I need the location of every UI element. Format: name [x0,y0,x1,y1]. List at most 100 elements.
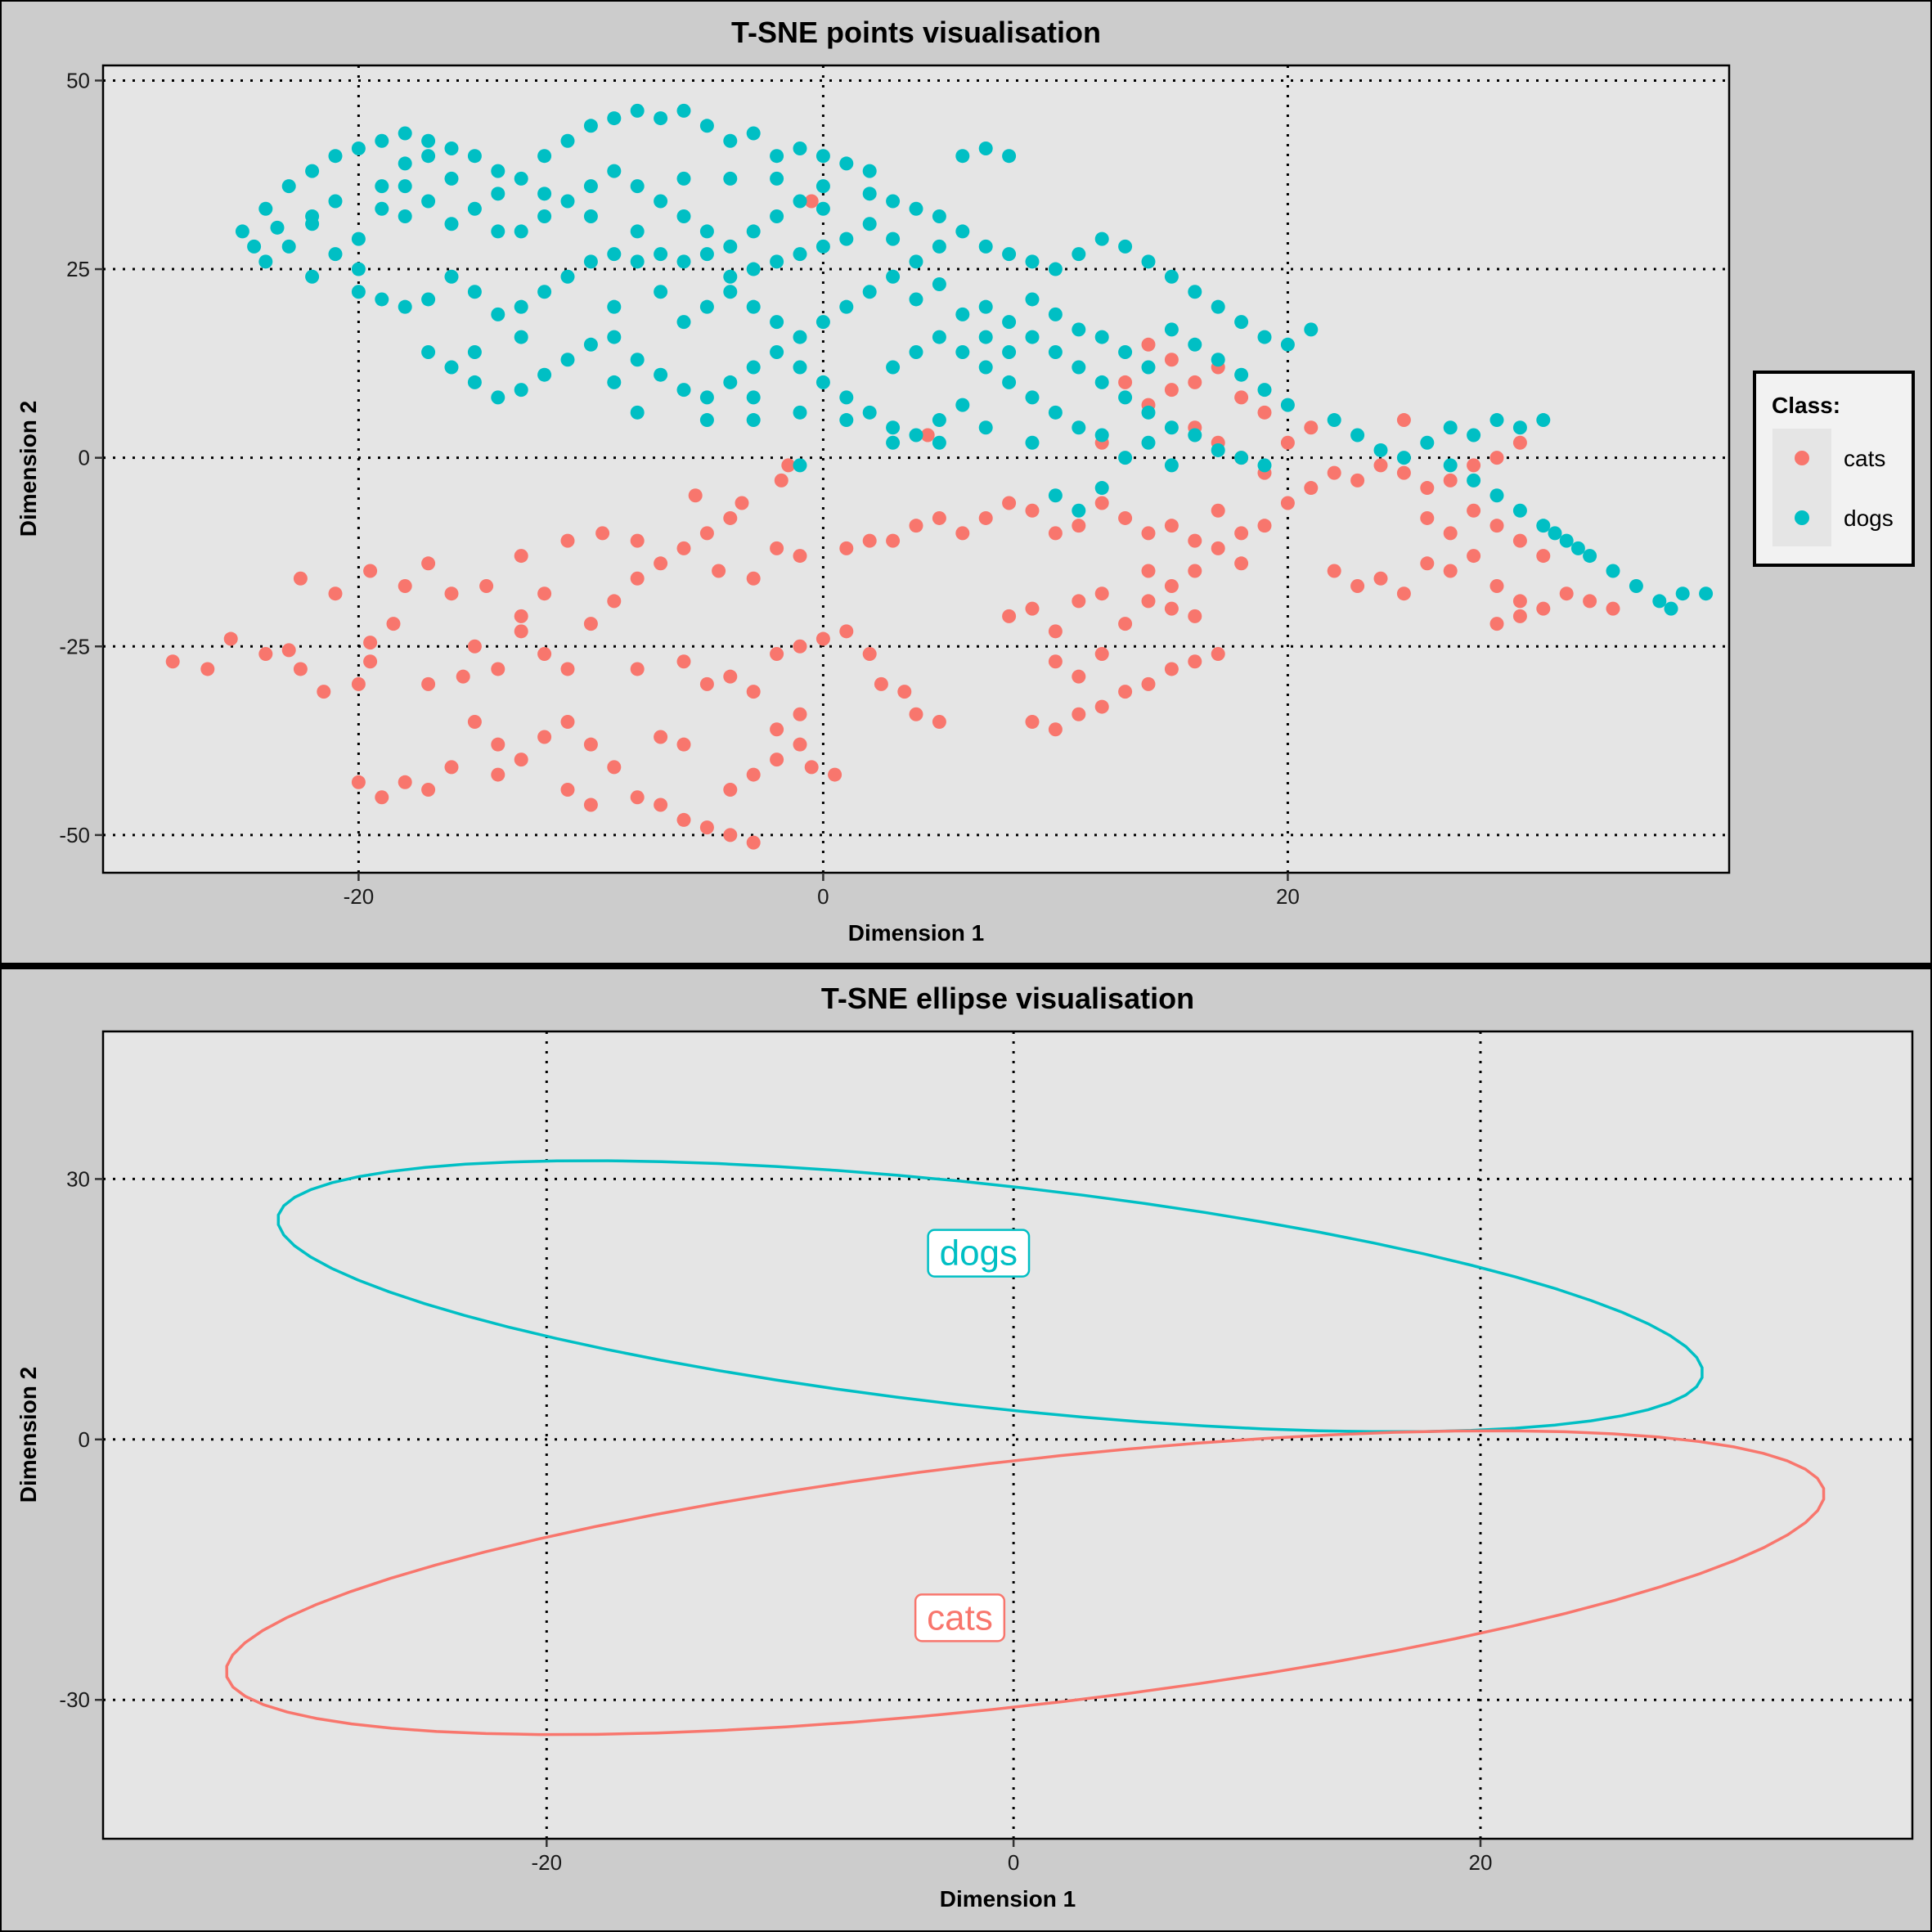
cats-point [375,790,389,805]
dogs-point [305,269,320,284]
cats-point [688,488,703,503]
dogs-point [467,375,482,389]
cats-point [886,533,901,548]
cats-point [712,564,726,578]
legend: Class: cats dogs [1753,371,1915,567]
dogs-point [444,360,459,375]
dogs-point [654,247,668,262]
dogs-point [1257,383,1272,398]
dogs-point [654,111,668,126]
cats-point [1304,420,1319,435]
dogs-point [351,231,366,246]
dogs-point [398,156,412,171]
cats-point [839,624,854,639]
dogs-point [978,239,993,254]
dogs-point [1350,428,1365,443]
dogs-point [978,360,993,375]
axis-ticks: -20 0 20 -50 -25 0 25 50 [59,68,1299,909]
dogs-point [1211,353,1225,367]
dogs-point [444,217,459,231]
dogs-point [375,201,389,216]
scatter-points [165,103,1714,850]
legend-key-background [1772,429,1831,546]
tsne-points-chart: -20 0 20 -50 -25 0 25 50 T-SNE points visualisa… [2,2,1930,963]
cats-point [1512,594,1527,609]
dogs-point [886,420,901,435]
y-tick-label: 50 [66,68,90,92]
cats-point [537,730,552,744]
y-tick-label: -50 [59,823,90,847]
cats-point [1327,564,1341,578]
cats-point [723,510,738,525]
cats-point [828,767,842,782]
cats-point [491,767,505,782]
cats-point [1583,594,1597,609]
cats-point [909,519,923,533]
cats-point [1512,609,1527,623]
cats-point [1141,564,1156,578]
dogs-point [1072,360,1086,375]
dogs-point [1304,322,1319,337]
dogs-point [932,239,946,254]
dogs-point [351,262,366,276]
dogs-point [862,186,877,201]
cats-point [676,812,691,827]
cats-point [1257,519,1272,533]
dogs-point [1048,405,1063,420]
dogs-point [1002,345,1017,360]
dogs-point [1094,231,1109,246]
dogs-point [1280,398,1295,412]
y-tick-label: 25 [66,257,90,281]
dogs-point [793,141,807,155]
cats-point [815,631,830,646]
dogs-point [1536,413,1551,428]
cats-point [223,631,238,646]
cats-point [1094,699,1109,714]
cats-point [1606,601,1620,616]
cats-point [398,578,412,593]
dogs-point [815,179,830,194]
cats-point [421,556,436,571]
dogs-point [1141,435,1156,450]
cats-point [676,541,691,555]
dogs-point [1280,337,1295,352]
cats-point [444,586,459,601]
dogs-point [421,194,436,209]
dogs-point [1396,451,1411,465]
y-tick-label: -30 [59,1687,90,1712]
dogs-point [1048,307,1063,321]
dogs-point [1373,443,1388,457]
cats-point [1094,496,1109,510]
cats-point [583,617,598,631]
dogs-point [654,367,668,382]
cats-point [317,685,331,699]
dogs-point [815,239,830,254]
dogs-point [1025,435,1040,450]
dogs-point [1257,458,1272,473]
cats-point [537,646,552,661]
dogs-point [491,224,505,239]
dogs-point [1094,375,1109,389]
dogs-point [1420,435,1435,450]
dogs-point [1188,285,1202,299]
dogs-point [514,299,528,314]
dogs-point [676,254,691,269]
cats-point [560,715,575,730]
dogs-point [839,413,854,428]
dogs-point [351,285,366,299]
cats-point [1420,556,1435,571]
dogs-point [654,194,668,209]
cats-point [1141,594,1156,609]
dogs-point [886,231,901,246]
dogs-point [1025,330,1040,344]
dogs-point [444,269,459,284]
dogs-point [630,405,645,420]
cats-point [746,685,761,699]
cats-point [1234,390,1249,405]
cats-point [1164,578,1179,593]
cats-point [1234,526,1249,541]
dogs-point [1570,541,1585,555]
dogs-point [607,299,622,314]
cats-point [1072,594,1086,609]
cats-point [862,646,877,661]
